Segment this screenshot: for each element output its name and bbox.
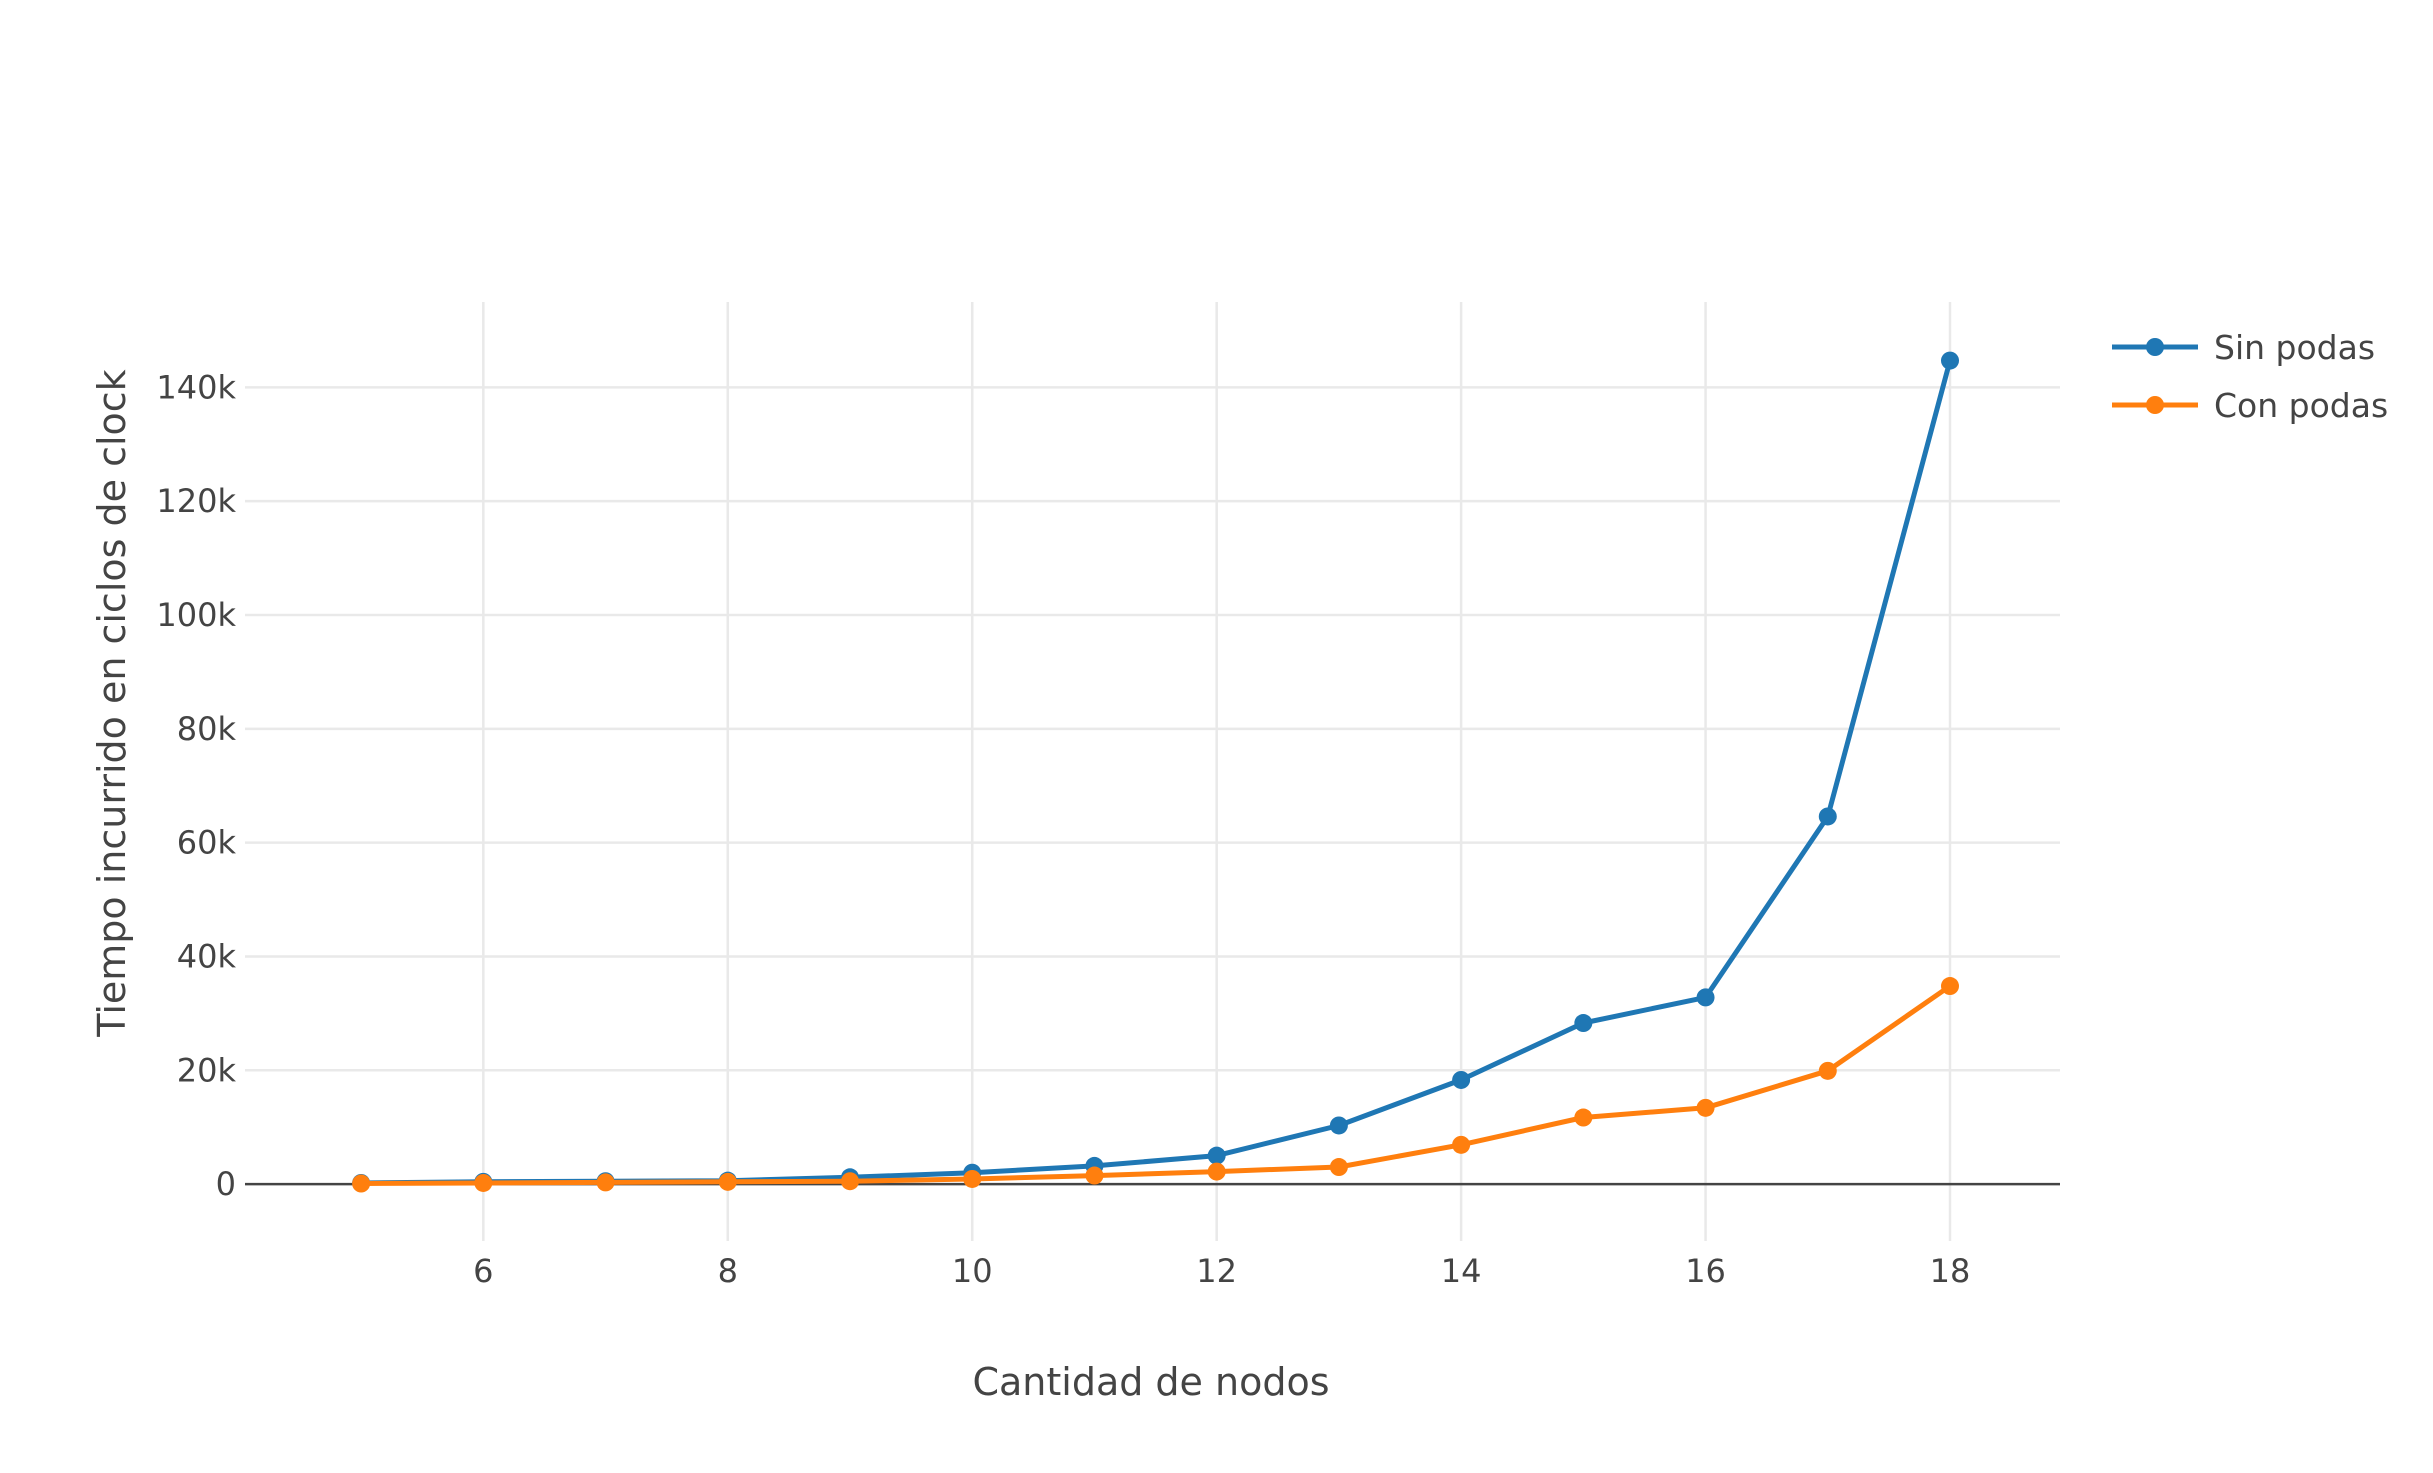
x-axis-ticks: 6 8 10 12 14 16 18 <box>473 1252 1970 1290</box>
y-tick-label: 80k <box>177 710 237 748</box>
data-point[interactable] <box>963 1169 982 1188</box>
series-line <box>358 983 1953 1186</box>
y-tick-label: 20k <box>177 1051 237 1089</box>
data-point[interactable] <box>1941 351 1959 370</box>
data-point[interactable] <box>841 1172 859 1191</box>
y-tick-label: 40k <box>177 937 237 975</box>
y-axis-ticks: 0 20k 40k 60k 80k 100k 120k 140k <box>156 368 236 1203</box>
series-line <box>358 358 1953 1186</box>
x-tick-label: 16 <box>1685 1252 1726 1290</box>
data-point[interactable] <box>1574 1108 1593 1127</box>
x-tick-label: 6 <box>473 1252 493 1290</box>
data-point[interactable] <box>596 1173 615 1192</box>
data-point[interactable] <box>1818 1061 1837 1080</box>
data-point[interactable] <box>1818 807 1837 826</box>
data-point[interactable] <box>1574 1014 1593 1033</box>
series-group <box>352 351 1959 1192</box>
data-point[interactable] <box>1207 1146 1226 1165</box>
legend[interactable]: Sin podas Con podas <box>2112 328 2388 425</box>
y-axis-title: Tiempo incurrido en ciclos de clock <box>90 369 134 1037</box>
data-point[interactable] <box>1085 1166 1104 1185</box>
x-tick-label: 10 <box>952 1252 993 1290</box>
series-group <box>352 977 1959 1193</box>
legend-item[interactable]: Sin podas <box>2112 328 2375 367</box>
x-tick-label: 18 <box>1930 1252 1971 1290</box>
data-point[interactable] <box>718 1172 737 1191</box>
legend-marker <box>2146 396 2164 414</box>
data-point[interactable] <box>1452 1070 1471 1089</box>
x-tick-label: 14 <box>1441 1252 1482 1290</box>
legend-label: Con podas <box>2214 386 2388 425</box>
y-tick-label: 100k <box>156 596 236 634</box>
y-tick-label: 120k <box>156 482 236 520</box>
data-point[interactable] <box>1452 1135 1471 1154</box>
x-axis-title: Cantidad de nodos <box>972 1360 1329 1404</box>
data-point[interactable] <box>474 1173 493 1192</box>
legend-item[interactable]: Con podas <box>2112 386 2388 425</box>
x-tick-label: 12 <box>1196 1252 1237 1290</box>
data-point[interactable] <box>1329 1158 1348 1177</box>
data-point[interactable] <box>1329 1116 1348 1135</box>
series-lines <box>352 351 1959 1193</box>
data-point[interactable] <box>1207 1162 1226 1181</box>
gridlines <box>245 302 2060 1241</box>
legend-label: Sin podas <box>2214 328 2375 367</box>
legend-marker <box>2146 338 2164 356</box>
y-tick-label: 0 <box>216 1165 236 1203</box>
x-tick-label: 8 <box>718 1252 738 1290</box>
y-tick-label: 60k <box>177 824 237 862</box>
y-tick-label: 140k <box>156 368 236 406</box>
data-point[interactable] <box>352 1174 371 1193</box>
data-point[interactable] <box>1696 988 1715 1007</box>
data-point[interactable] <box>1696 1098 1715 1117</box>
data-point[interactable] <box>1941 977 1959 996</box>
